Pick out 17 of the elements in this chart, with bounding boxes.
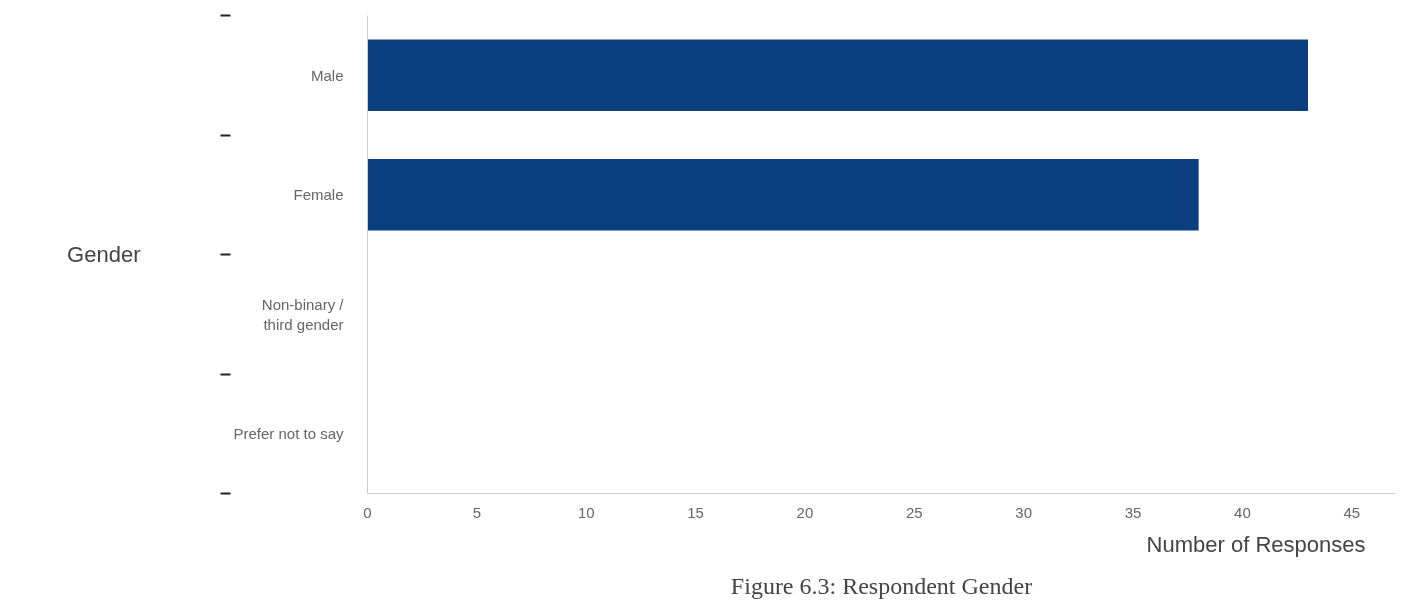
y-tick-label: Non-binary / third gender bbox=[261, 295, 345, 333]
y-tick-label: Female bbox=[293, 186, 344, 204]
x-tick-label: 30 bbox=[1015, 503, 1033, 521]
x-tick-label: 35 bbox=[1124, 503, 1142, 521]
x-tick-label: 0 bbox=[363, 503, 372, 521]
x-tick-label: 25 bbox=[905, 503, 923, 521]
y-axis-title: Gender bbox=[67, 242, 141, 267]
x-axis-title: Number of Responses bbox=[1146, 531, 1366, 557]
y-tick-label: Prefer not to say bbox=[233, 425, 344, 443]
x-tick-label: 45 bbox=[1343, 503, 1361, 521]
text: Figure 6.3: Respondent Gender bbox=[730, 572, 1033, 599]
y-tick-label: Male bbox=[310, 66, 344, 84]
x-tick-label: 20 bbox=[796, 503, 814, 521]
x-tick-label: 5 bbox=[472, 503, 482, 521]
x-tick-label: 15 bbox=[687, 503, 704, 521]
x-tick-label: 10 bbox=[577, 503, 595, 521]
x-tick-label: 40 bbox=[1234, 503, 1251, 521]
